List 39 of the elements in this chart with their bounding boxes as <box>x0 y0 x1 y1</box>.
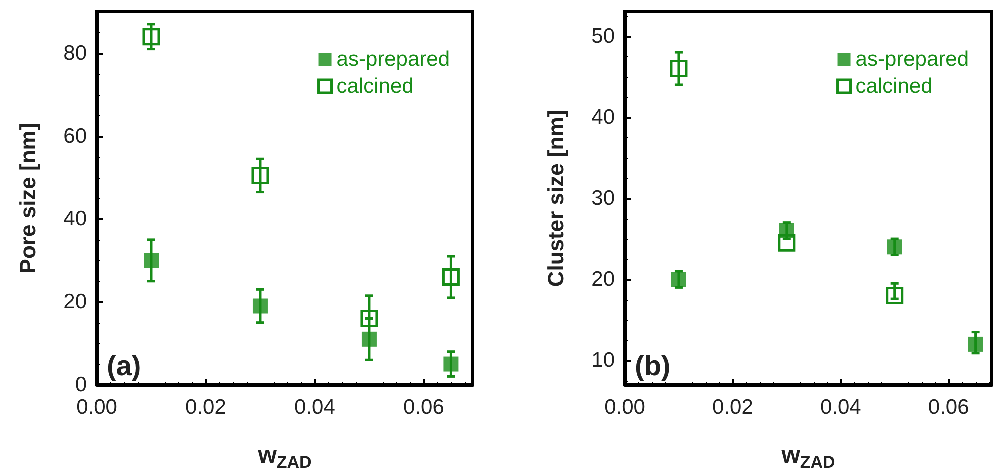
annotation: (b) <box>635 350 671 382</box>
x-tick-label: 0.02 <box>186 396 226 419</box>
y-tick-label: 40 <box>64 208 87 231</box>
legend-label: calcined <box>856 75 933 98</box>
point <box>887 240 902 255</box>
y-tick-label: 10 <box>592 349 615 372</box>
y-axis-title: Cluster size [nm] <box>544 110 568 288</box>
point <box>670 60 688 78</box>
annotation: (a) <box>107 350 142 382</box>
point <box>252 166 270 184</box>
point <box>362 332 377 347</box>
point <box>442 268 460 286</box>
y-tick-label: 40 <box>592 106 615 129</box>
point <box>360 310 378 328</box>
x-tick-label: 0.00 <box>76 396 118 419</box>
x-tick-label: 0.04 <box>294 396 336 419</box>
x-tick-label: 0.06 <box>928 396 970 419</box>
y-tick-label: 60 <box>64 124 87 148</box>
y-axis-title: Pore size [nm] <box>16 123 40 274</box>
legend-label: as-prepared <box>336 48 450 71</box>
point <box>444 356 459 372</box>
point <box>252 298 268 314</box>
x-tick-label: 0.04 <box>820 396 862 419</box>
point <box>142 28 160 46</box>
point <box>778 234 796 252</box>
y-tick-label: 20 <box>64 290 87 314</box>
x-tick-label: 0.00 <box>604 396 646 419</box>
point <box>968 336 984 352</box>
legend-label: as-prepared <box>856 48 969 71</box>
x-tick-label: 0.06 <box>404 396 444 419</box>
point <box>144 253 159 268</box>
y-tick-label: 80 <box>64 42 87 65</box>
point <box>886 287 904 305</box>
x-tick-label: 0.02 <box>712 396 754 419</box>
legend-label: calcined <box>336 75 414 98</box>
y-tick-label: 20 <box>592 268 615 292</box>
y-tick-label: 50 <box>592 24 615 48</box>
y-tick-label: 30 <box>592 187 615 210</box>
y-tick-label: 0 <box>75 374 87 396</box>
